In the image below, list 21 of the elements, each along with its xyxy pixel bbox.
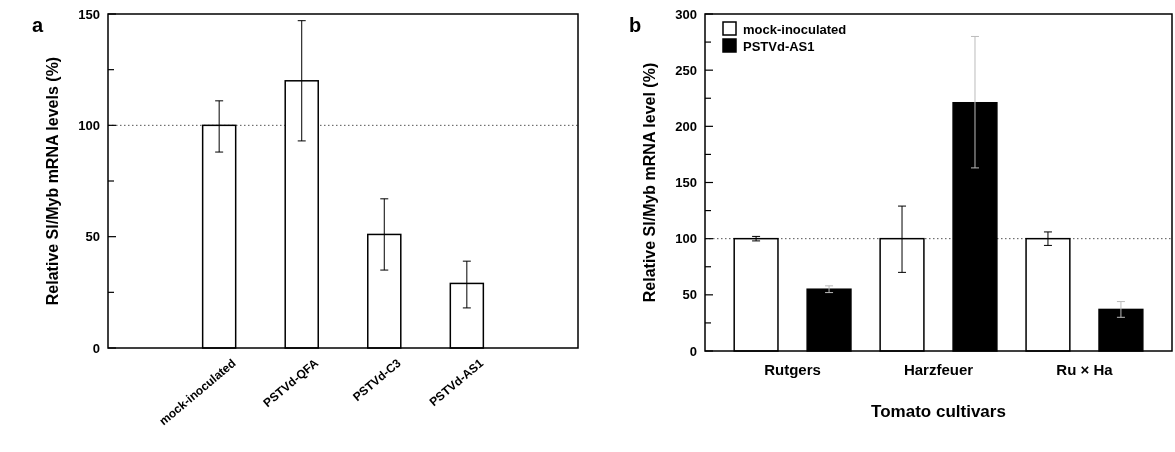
y-tick-label: 250 bbox=[675, 62, 697, 78]
y-tick-label: 0 bbox=[92, 340, 100, 356]
y-tick-label: 50 bbox=[85, 229, 100, 245]
chart-title: a bbox=[32, 14, 44, 36]
y-tick-label: 150 bbox=[78, 6, 100, 22]
y-axis-title: Relative Sl/Myb mRNA levels (%) bbox=[44, 56, 61, 306]
y-tick-label: 200 bbox=[675, 118, 697, 134]
x-tick-label: Rutgers bbox=[764, 361, 821, 378]
y-tick-label: 300 bbox=[675, 6, 697, 22]
y-tick-label: 100 bbox=[78, 117, 100, 133]
x-tick-label: Harzfeuer bbox=[903, 361, 974, 378]
y-tick-label: 100 bbox=[675, 231, 697, 247]
y-tick-label: 150 bbox=[675, 175, 697, 191]
y-tick-label: 50 bbox=[682, 287, 697, 303]
chart-title: b bbox=[629, 14, 642, 36]
x-tick-label: Ru × Ha bbox=[1056, 361, 1114, 378]
legend-label: PSTVd-AS1 bbox=[743, 38, 815, 54]
y-tick-label: 0 bbox=[689, 343, 697, 359]
legend-label: mock-inoculated bbox=[743, 21, 847, 37]
y-axis-title: Relative Sl/Myb mRNA level (%) bbox=[641, 62, 658, 303]
x-axis-title: Tomato cultivars bbox=[871, 402, 1006, 421]
